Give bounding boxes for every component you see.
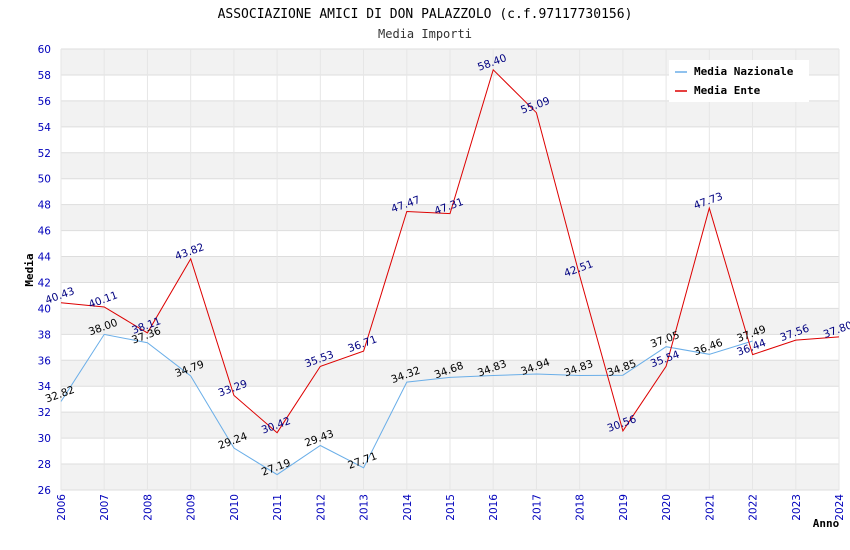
legend: Media Nazionale Media Ente <box>669 60 809 102</box>
chart-title: ASSOCIAZIONE AMICI DI DON PALAZZOLO (c.f… <box>218 7 633 22</box>
y-tick-label: 48 <box>38 200 51 212</box>
x-tick-label: 2024 <box>834 494 846 521</box>
x-tick-label: 2013 <box>359 494 371 521</box>
x-tick-label: 2010 <box>229 494 241 521</box>
series-line-ente <box>60 68 840 434</box>
x-tick-label: 2014 <box>402 494 414 521</box>
x-tick-label: 2009 <box>186 494 198 521</box>
y-tick-label: 36 <box>38 355 52 367</box>
x-tick-label: 2006 <box>56 494 68 521</box>
y-tick-label: 34 <box>38 381 52 393</box>
chart-subtitle: Media Importi <box>378 27 472 41</box>
x-tick-label: 2021 <box>704 494 716 521</box>
y-tick-label: 54 <box>38 122 52 134</box>
series-line-nazionale <box>60 333 753 476</box>
y-tick-label: 26 <box>38 485 52 497</box>
x-tick-label: 2007 <box>99 494 111 521</box>
y-tick-label: 32 <box>38 407 51 419</box>
x-axis-ticks: 2006 2007 2008 2009 2010 2011 2012 2013 2014 2015… <box>56 494 846 521</box>
y-tick-label: 58 <box>38 70 51 82</box>
x-tick-label: 2020 <box>661 494 673 521</box>
y-tick-label: 44 <box>38 252 52 264</box>
x-tick-label: 2008 <box>142 494 154 521</box>
x-tick-label: 2019 <box>618 494 630 521</box>
y-axis-label: Media <box>23 253 36 286</box>
y-tick-label: 42 <box>38 277 51 289</box>
legend-box <box>669 60 809 102</box>
x-axis-label: Anno <box>813 517 840 530</box>
x-tick-label: 2018 <box>575 494 587 521</box>
y-axis-ticks: 26 28 30 32 34 36 38 40 42 44 46 48 50 52 54 56 58 60 <box>38 44 52 497</box>
x-tick-label: 2017 <box>531 494 543 521</box>
legend-label-ente: Media Ente <box>694 84 761 97</box>
y-tick-label: 30 <box>38 433 51 445</box>
x-tick-label: 2012 <box>315 494 327 521</box>
y-tick-label: 52 <box>38 148 51 160</box>
x-tick-label: 2015 <box>445 494 457 521</box>
gridlines <box>60 48 840 491</box>
y-tick-label: 50 <box>38 174 51 186</box>
x-tick-label: 2022 <box>748 494 760 521</box>
y-tick-label: 40 <box>38 303 51 315</box>
legend-label-nazionale: Media Nazionale <box>694 65 794 78</box>
series-lines <box>60 68 840 476</box>
x-tick-label: 2011 <box>272 494 284 521</box>
y-tick-label: 60 <box>38 44 51 56</box>
x-tick-label: 2016 <box>488 494 500 521</box>
y-tick-label: 56 <box>38 96 52 108</box>
y-tick-label: 28 <box>38 459 51 471</box>
y-tick-label: 46 <box>38 226 52 238</box>
x-tick-label: 2023 <box>791 494 803 521</box>
y-tick-label: 38 <box>38 329 51 341</box>
